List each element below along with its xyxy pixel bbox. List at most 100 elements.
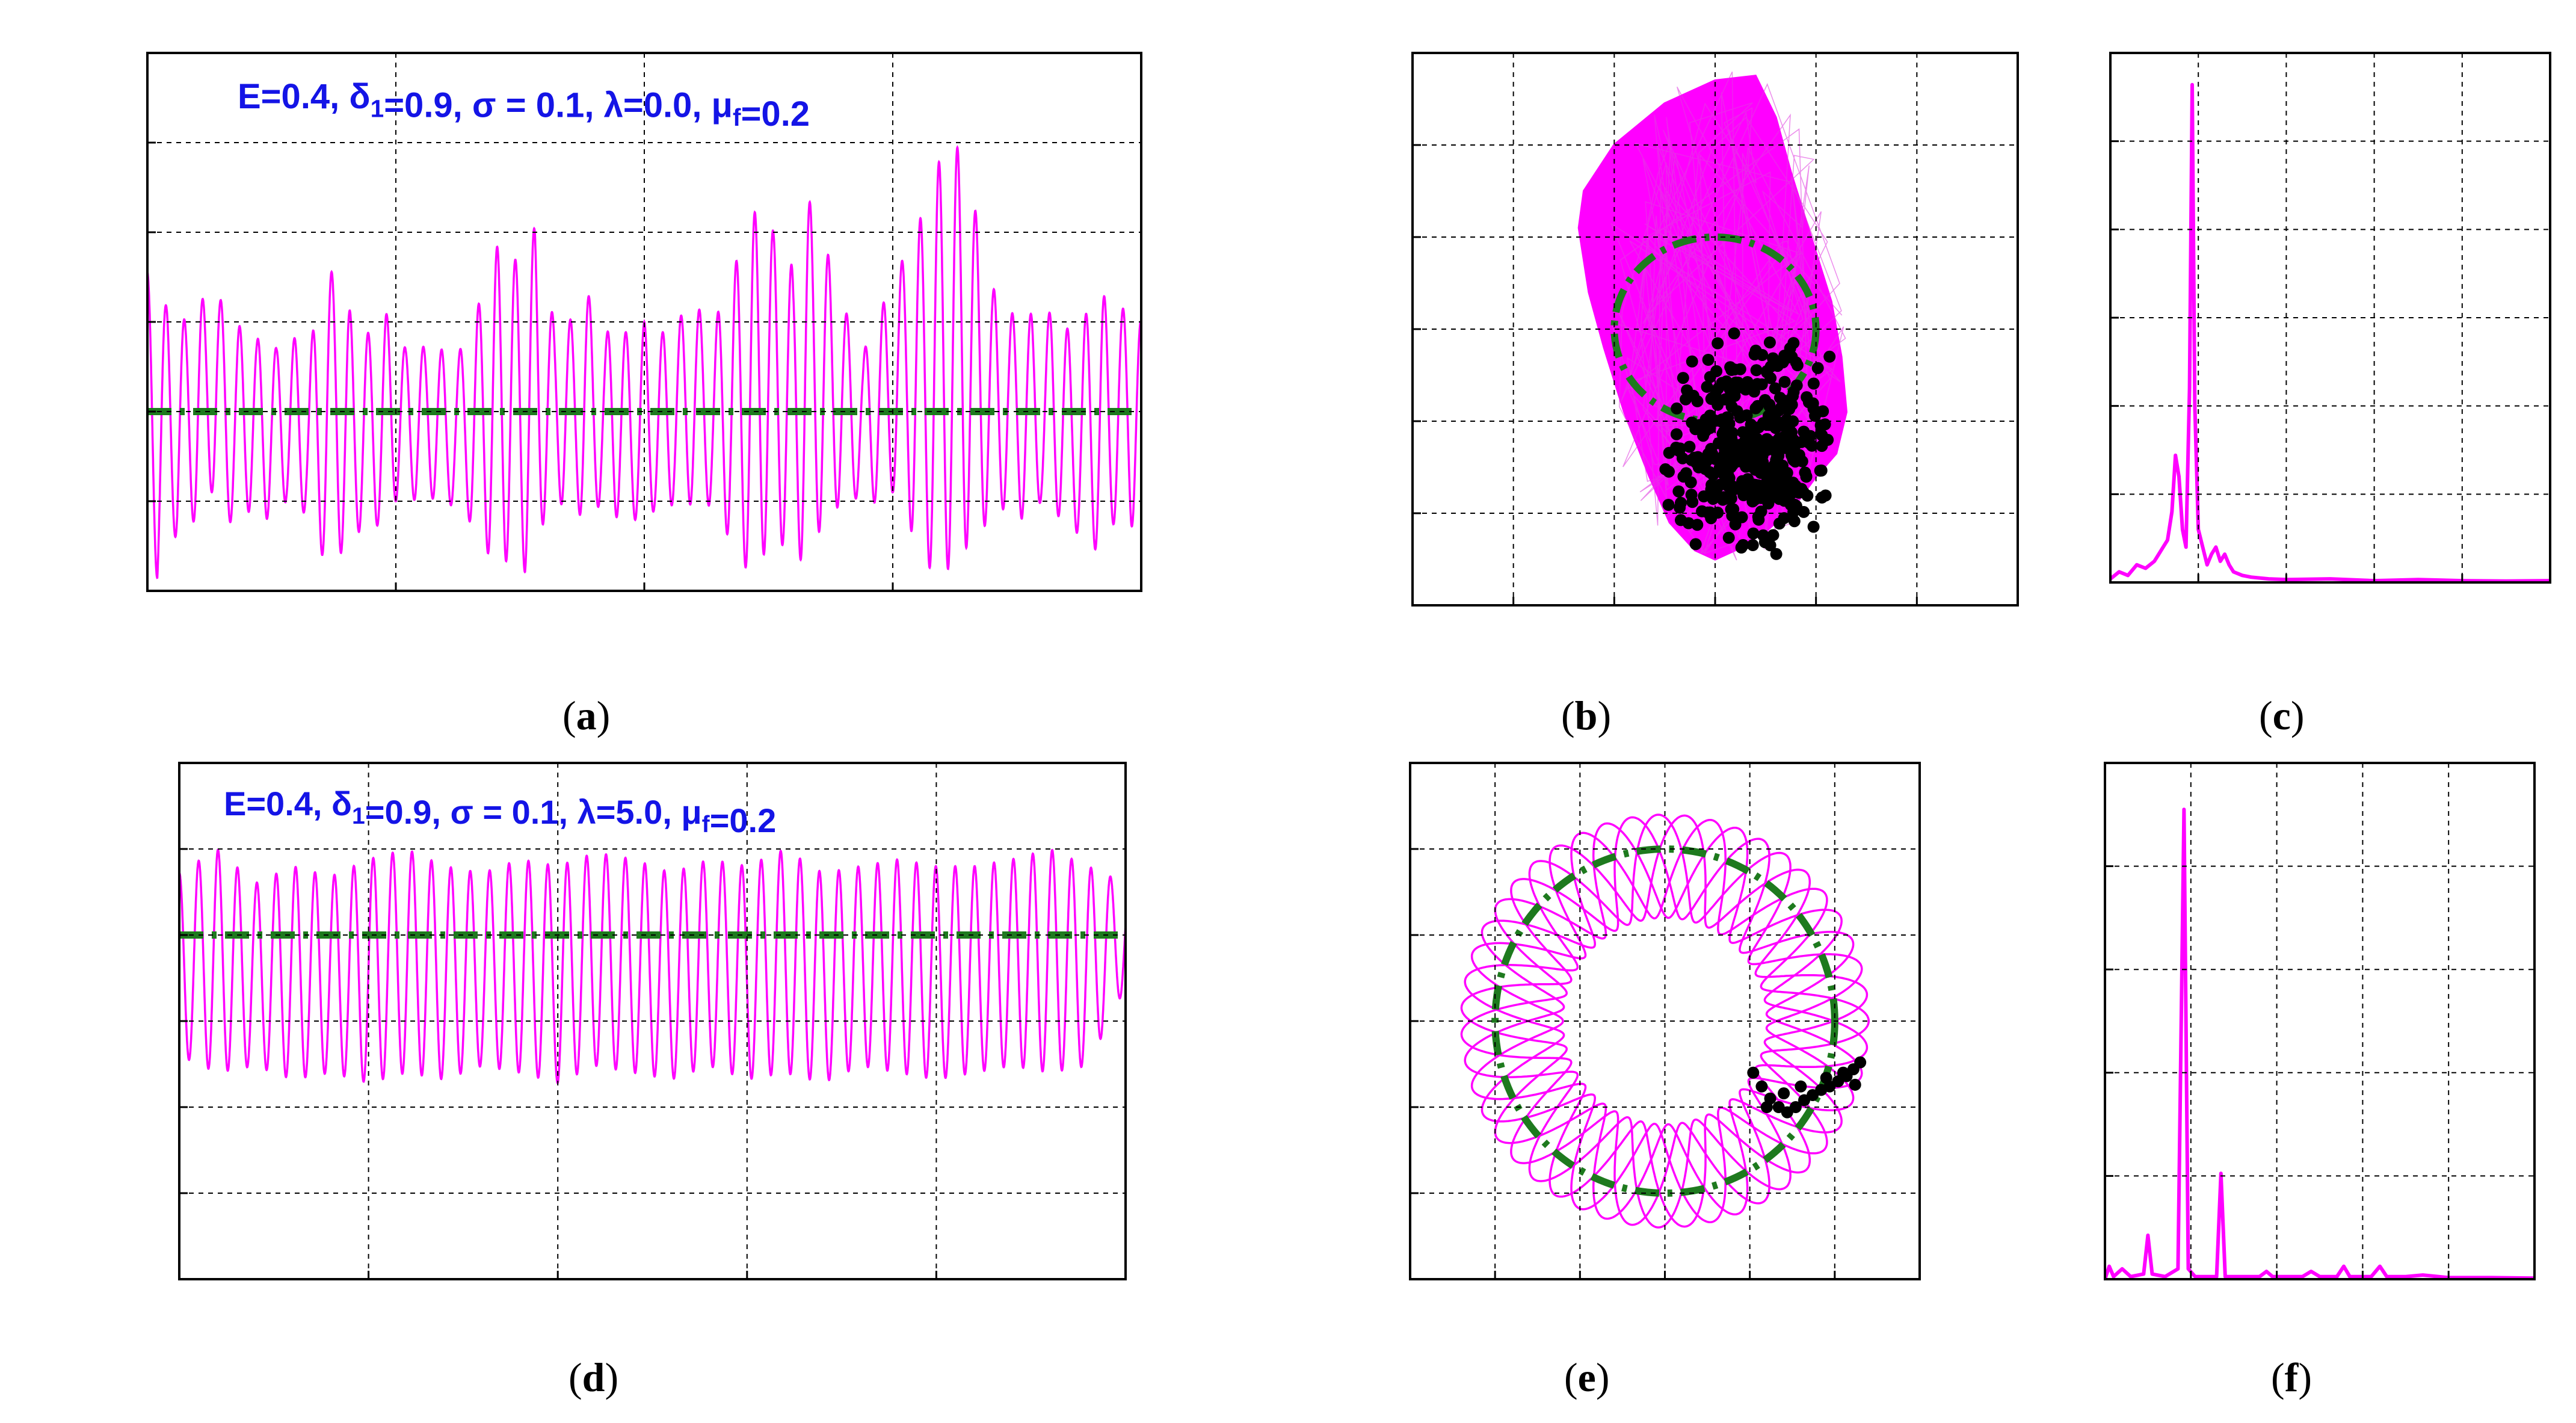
poincare-point bbox=[1663, 446, 1675, 459]
poincare-point bbox=[1772, 467, 1784, 479]
poincare-point bbox=[1742, 473, 1754, 486]
panel-b-phase-portrait bbox=[1411, 52, 2019, 607]
poincare-point bbox=[1691, 519, 1704, 531]
poincare-point bbox=[1769, 422, 1782, 434]
poincare-point bbox=[1804, 430, 1817, 442]
poincare-point bbox=[1683, 440, 1696, 453]
annotation-sigma: σ = 0.1, bbox=[450, 793, 577, 831]
poincare-point bbox=[1745, 423, 1757, 436]
poincare-point bbox=[1768, 357, 1781, 369]
poincare-point bbox=[1710, 487, 1722, 500]
poincare-point bbox=[1849, 1078, 1861, 1091]
parameter-annotation: E=0.4, δ1=0.9, σ = 0.1, λ=0.0, μf=0.2 bbox=[238, 77, 810, 134]
annotation-lambda: λ=0.0, bbox=[604, 86, 712, 125]
poincare-point bbox=[1807, 520, 1820, 533]
poincare-point bbox=[1798, 505, 1810, 518]
poincare-point bbox=[1749, 402, 1762, 415]
annotation-delta_sub: 1 bbox=[352, 803, 365, 829]
plot-frame bbox=[2104, 762, 2536, 1280]
poincare-point bbox=[1705, 443, 1718, 455]
annotation-mu: μ bbox=[681, 793, 701, 831]
poincare-point bbox=[1790, 356, 1802, 369]
poincare-point bbox=[1689, 538, 1702, 551]
spectrum-line bbox=[2110, 82, 2550, 582]
poincare-point bbox=[1746, 539, 1759, 551]
series-line-r-tau bbox=[179, 848, 1126, 1084]
poincare-point bbox=[1820, 1072, 1832, 1084]
poincare-point bbox=[1749, 490, 1761, 502]
poincare-point bbox=[1705, 393, 1718, 405]
poincare-point bbox=[1807, 377, 1820, 390]
plot-area-b bbox=[1577, 71, 1848, 561]
poincare-point bbox=[1773, 433, 1786, 445]
panel-a-time-series: E=0.4, δ1=0.9, σ = 0.1, λ=0.0, μf=0.2 bbox=[146, 52, 1142, 592]
poincare-point bbox=[1750, 364, 1763, 377]
plot-frame bbox=[178, 762, 1127, 1280]
poincare-point bbox=[1659, 463, 1672, 475]
poincare-point bbox=[1696, 505, 1709, 517]
poincare-point bbox=[1802, 396, 1815, 409]
caption-c: (c) bbox=[2259, 693, 2305, 738]
annotation-delta_sub: 1 bbox=[371, 95, 384, 123]
poincare-point bbox=[1734, 363, 1746, 375]
plot-area-c bbox=[2110, 82, 2550, 582]
poincare-point bbox=[1677, 471, 1690, 483]
poincare-point bbox=[1722, 531, 1735, 544]
poincare-point bbox=[1757, 417, 1769, 430]
series-line-r-tau bbox=[147, 145, 1141, 579]
annotation-E: E=0.4, bbox=[224, 785, 331, 823]
poincare-point bbox=[1854, 1056, 1867, 1069]
poincare-point bbox=[1775, 401, 1787, 414]
poincare-point bbox=[1811, 362, 1824, 374]
poincare-point bbox=[1769, 382, 1781, 395]
poincare-point bbox=[1752, 457, 1765, 470]
poincare-point bbox=[1788, 515, 1801, 528]
poincare-point bbox=[1672, 485, 1685, 498]
poincare-point bbox=[1740, 409, 1753, 422]
poincare-point bbox=[1728, 390, 1741, 402]
poincare-point bbox=[1757, 529, 1769, 542]
poincare-point bbox=[1755, 505, 1767, 518]
poincare-point bbox=[1686, 355, 1698, 368]
poincare-point bbox=[1787, 505, 1800, 518]
caption-b: (b) bbox=[1561, 693, 1612, 738]
poincare-point bbox=[1687, 389, 1699, 402]
poincare-point bbox=[1815, 465, 1828, 477]
annotation-mu_val: =0.2 bbox=[741, 94, 810, 134]
poincare-point bbox=[1755, 378, 1768, 390]
panel-d-time-series: E=0.4, δ1=0.9, σ = 0.1, λ=5.0, μf=0.2 bbox=[178, 762, 1127, 1280]
poincare-point bbox=[1695, 422, 1708, 435]
poincare-point bbox=[1713, 478, 1726, 491]
poincare-point bbox=[1761, 433, 1773, 445]
poincare-point bbox=[1814, 419, 1827, 432]
poincare-point bbox=[1786, 398, 1798, 411]
caption-f: (f) bbox=[2271, 1354, 2312, 1400]
poincare-point bbox=[1763, 398, 1776, 411]
caption-d: (d) bbox=[569, 1354, 619, 1400]
poincare-point bbox=[1677, 372, 1689, 384]
panel-c-frequency-spectrum bbox=[2109, 52, 2551, 584]
poincare-point bbox=[1837, 1066, 1849, 1079]
poincare-point bbox=[1728, 327, 1740, 340]
poincare-point bbox=[1795, 483, 1808, 495]
poincare-point bbox=[1737, 539, 1749, 551]
annotation-E: E=0.4, bbox=[238, 77, 349, 116]
poincare-point bbox=[1702, 354, 1715, 366]
poincare-point bbox=[1823, 350, 1836, 363]
poincare-point bbox=[1809, 410, 1822, 422]
annotation-delta: δ bbox=[349, 77, 370, 116]
caption-e: (e) bbox=[1564, 1354, 1610, 1400]
annotation-sigma: σ = 0.1, bbox=[472, 86, 604, 125]
poincare-point bbox=[1778, 375, 1791, 388]
plot-area-f bbox=[2105, 807, 2534, 1279]
annotation-mu: μ bbox=[712, 86, 733, 125]
poincare-point bbox=[1822, 434, 1834, 446]
poincare-point bbox=[1740, 440, 1753, 452]
poincare-point bbox=[1741, 455, 1753, 468]
poincare-point bbox=[1786, 426, 1798, 439]
caption-a: (a) bbox=[562, 693, 611, 738]
poincare-point bbox=[1764, 539, 1776, 552]
poincare-point bbox=[1704, 371, 1716, 383]
annotation-delta: δ bbox=[331, 785, 352, 823]
poincare-point bbox=[1718, 427, 1730, 440]
